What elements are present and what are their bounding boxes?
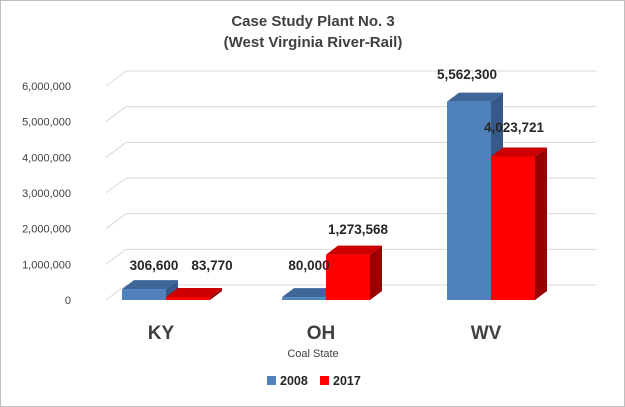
legend-label: 2017	[333, 374, 361, 388]
chart-title-line-1: Case Study Plant No. 3	[231, 13, 394, 30]
y-tick-label: 5,000,000	[22, 117, 71, 129]
legend-label: 2008	[280, 374, 308, 388]
data-label: 306,600	[130, 258, 179, 273]
data-label: 80,000	[288, 258, 329, 273]
legend-swatch	[320, 376, 329, 385]
y-tick-label: 0	[65, 295, 71, 307]
data-label: 4,023,721	[484, 120, 545, 135]
y-tick-label: 6,000,000	[22, 81, 71, 93]
y-axis-ticks: 0 1,000,000 2,000,000 3,000,000 4,000,000 5,0…	[22, 81, 71, 307]
bar-side	[370, 245, 382, 300]
bar-2008-WV	[447, 92, 503, 300]
bar-side	[210, 288, 222, 300]
gridline	[105, 284, 596, 301]
data-label: 1,273,568	[328, 222, 389, 237]
gridline	[105, 213, 596, 230]
legend: 2008 2017	[267, 374, 361, 388]
data-labels: 306,600 83,770 80,000 1,273,568 5,562,300 4,0…	[130, 67, 545, 273]
x-category-label: OH	[307, 323, 336, 344]
bar-top	[282, 288, 338, 298]
gridlines	[105, 70, 596, 301]
gridline	[105, 248, 596, 265]
gridline	[105, 141, 596, 158]
x-category-label: KY	[148, 323, 175, 344]
gridline	[105, 106, 596, 123]
bar-top	[447, 92, 503, 102]
bar-top	[326, 245, 382, 255]
data-label: 5,562,300	[437, 67, 497, 82]
bar-2017-OH	[326, 245, 382, 300]
x-category-label: WV	[471, 323, 502, 344]
bar-front	[166, 297, 210, 300]
bar-top	[122, 280, 178, 290]
bar-front	[122, 289, 166, 300]
bar-2017-WV	[491, 147, 547, 300]
gridline	[105, 70, 596, 87]
bars	[122, 92, 547, 300]
bar-top	[166, 288, 222, 298]
bar-front	[447, 101, 491, 300]
data-label: 83,770	[191, 258, 232, 273]
y-tick-label: 2,000,000	[22, 224, 71, 236]
bar-front	[491, 156, 535, 300]
y-tick-label: 4,000,000	[22, 152, 71, 164]
bar-front	[282, 297, 326, 300]
legend-swatch	[267, 376, 276, 385]
y-tick-label: 1,000,000	[22, 259, 71, 271]
bar-front	[326, 254, 370, 300]
gridline	[105, 177, 596, 194]
chart-title-line-2: (West Virginia River-Rail)	[224, 34, 403, 51]
bar-top	[491, 147, 547, 157]
bar-2017-KY	[166, 288, 222, 300]
y-tick-label: 3,000,000	[22, 188, 71, 200]
bar-side	[535, 147, 547, 300]
x-axis-label: Coal State	[287, 348, 338, 360]
x-axis-categories: KY OH WV	[148, 323, 502, 344]
